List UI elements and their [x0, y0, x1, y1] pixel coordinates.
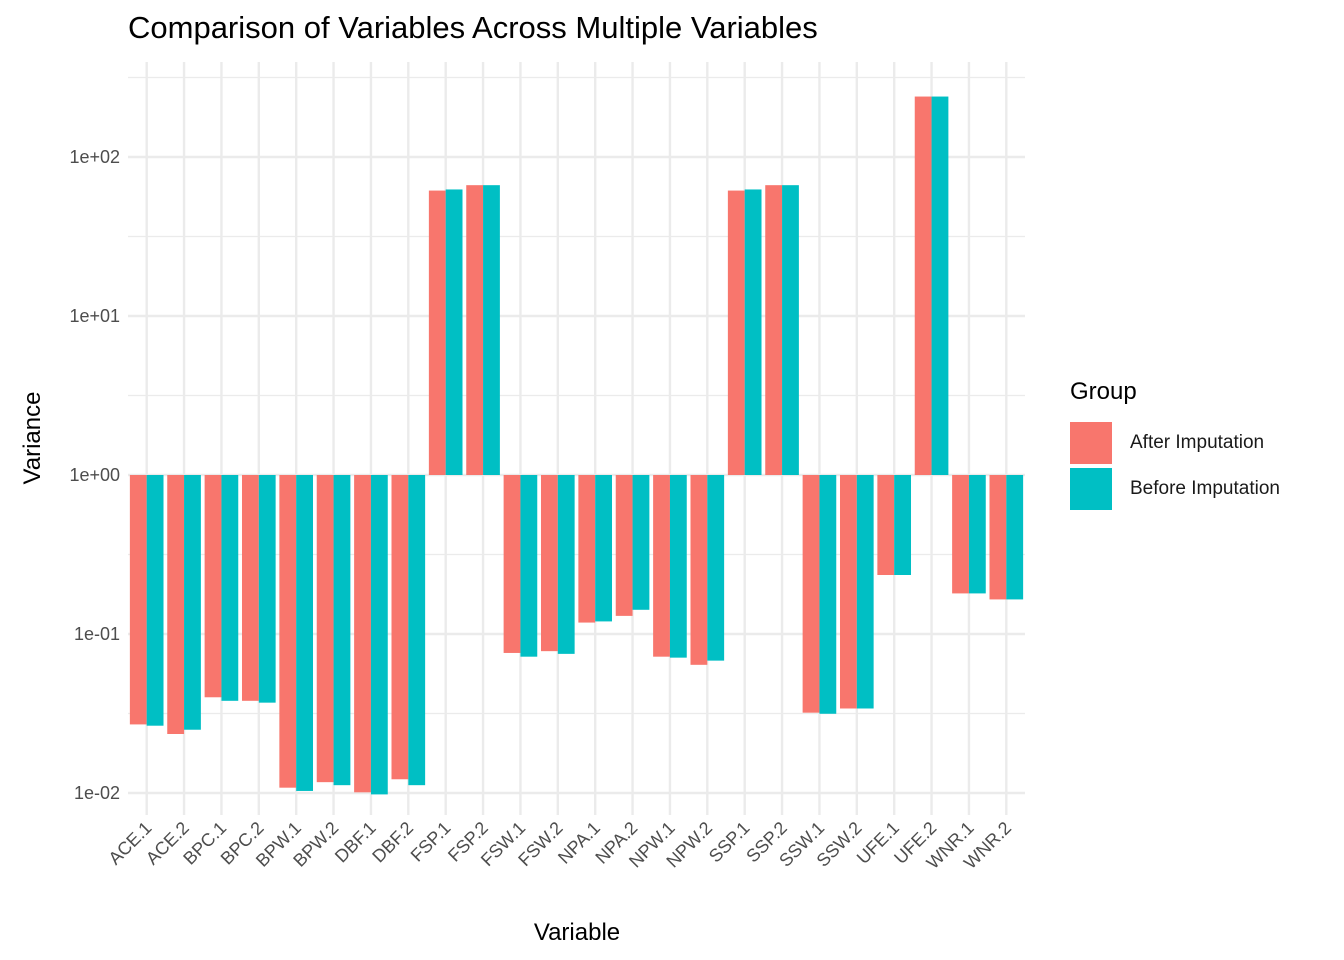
bar-before-bpw-1	[296, 475, 314, 791]
legend-item-after-imputation: After Imputation	[1070, 420, 1280, 466]
y-tick-label: 1e+02	[69, 147, 120, 167]
y-tick-labels: 1e-02 1e-01 1e+00 1e+01 1e+02	[69, 147, 120, 803]
legend: Group After Imputation Before Imputation	[1070, 378, 1280, 512]
bar-after-ssw-1	[802, 475, 820, 713]
bar-before-fsw-1	[520, 475, 538, 657]
legend-item-before-imputation: Before Imputation	[1070, 466, 1280, 512]
y-tick-label: 1e-02	[74, 783, 120, 803]
bar-before-npw-2	[707, 475, 725, 661]
y-tick-label: 1e-01	[74, 624, 120, 644]
bar-before-ssw-2	[856, 475, 874, 709]
y-tick-label: 1e+01	[69, 306, 120, 326]
bars	[129, 96, 1024, 795]
x-axis-title: Variable	[534, 919, 620, 946]
bar-after-ssp-2	[765, 185, 783, 475]
bar-after-bpw-1	[279, 475, 297, 788]
legend-label-before-imputation: Before Imputation	[1130, 478, 1280, 499]
y-tick-label: 1e+00	[69, 465, 120, 485]
bar-after-fsw-2	[540, 475, 558, 652]
bar-after-ufe-2	[914, 96, 932, 475]
legend-title: Group	[1070, 378, 1137, 405]
bar-before-ace-2	[184, 475, 201, 730]
y-axis-title: Variance	[19, 392, 46, 485]
legend-label-after-imputation: After Imputation	[1130, 432, 1265, 453]
bar-after-bpc-2	[241, 475, 259, 701]
bar-before-ssw-1	[819, 475, 837, 714]
bar-after-bpc-1	[204, 475, 222, 698]
bar-after-ssp-1	[727, 190, 745, 476]
bar-after-wnr-2	[989, 475, 1007, 600]
bar-after-dbf-1	[354, 475, 371, 793]
x-tick-label: DBF.1	[331, 818, 380, 867]
bar-before-ssp-1	[744, 189, 762, 475]
bar-before-dbf-1	[370, 475, 388, 795]
bar-after-ssw-2	[839, 475, 857, 709]
bar-before-bpw-2	[333, 475, 351, 786]
bar-before-wnr-2	[1006, 475, 1024, 600]
bar-after-bpw-2	[316, 475, 334, 783]
legend-key-after-imputation	[1070, 422, 1112, 464]
bar-before-wnr-1	[968, 475, 986, 594]
bar-after-npa-1	[578, 475, 596, 623]
bar-before-bpc-2	[258, 475, 276, 703]
bar-after-fsw-1	[503, 475, 521, 653]
bar-after-fsp-1	[428, 190, 446, 476]
bar-before-dbf-2	[408, 475, 426, 786]
bar-after-wnr-1	[952, 475, 969, 594]
bar-before-ace-1	[146, 475, 164, 726]
bar-before-npw-1	[669, 475, 687, 658]
bar-before-fsp-2	[483, 185, 500, 475]
chart-title: Comparison of Variables Across Multiple …	[128, 10, 818, 45]
x-tick-label: FSP.1	[407, 818, 455, 866]
x-tick-label: NPA.1	[554, 818, 604, 868]
bar-before-fsp-1	[445, 189, 463, 475]
x-tick-label: DBF.2	[368, 818, 417, 867]
legend-key-before-imputation	[1070, 468, 1112, 510]
bar-after-ufe-1	[877, 475, 895, 576]
bar-after-npw-2	[690, 475, 708, 665]
bar-before-ufe-1	[894, 475, 912, 576]
bar-before-npa-2	[632, 475, 650, 610]
bar-after-ace-1	[129, 475, 147, 725]
bar-before-npa-1	[595, 475, 613, 622]
bar-after-ace-2	[167, 475, 185, 735]
x-tick-labels: ACE.1ACE.2BPC.1BPC.2BPW.1BPW.2DBF.1DBF.2…	[105, 818, 1016, 873]
bar-after-dbf-2	[391, 475, 409, 780]
bar-after-npa-2	[615, 475, 633, 616]
bar-before-ssp-2	[782, 185, 799, 475]
bar-before-ufe-2	[931, 96, 949, 475]
bar-after-fsp-2	[466, 185, 484, 475]
bar-before-fsw-2	[557, 475, 575, 654]
x-tick-label: SSP.1	[705, 818, 754, 867]
bar-after-npw-1	[653, 475, 670, 657]
bar-before-bpc-1	[221, 475, 239, 701]
